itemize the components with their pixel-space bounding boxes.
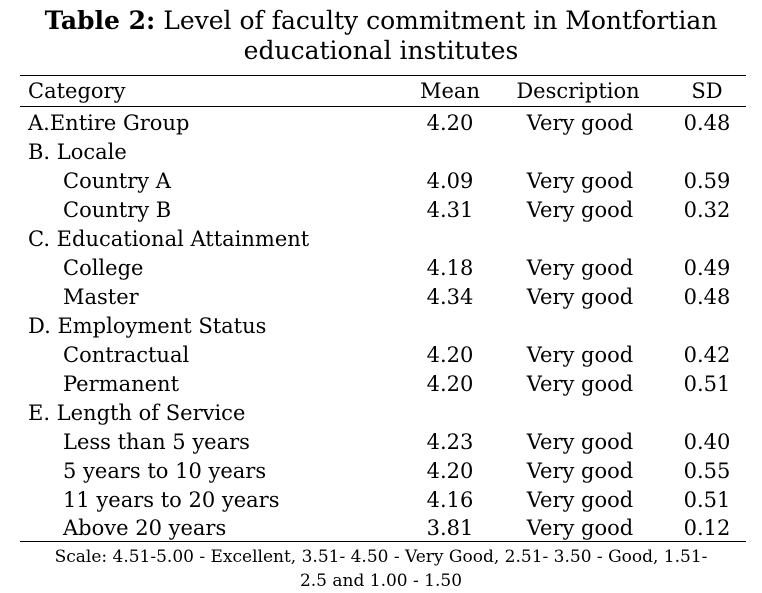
row-description: Very good xyxy=(526,285,634,309)
row-sd: 0.40 xyxy=(683,430,731,454)
row-mean: 4.20 xyxy=(426,343,474,367)
table-top-rule xyxy=(20,75,746,76)
row-mean: 4.09 xyxy=(426,169,474,193)
table-row: College 4.18 Very good 0.49 xyxy=(0,254,762,283)
row-category: Country B xyxy=(63,198,172,222)
table-caption: Table 2: Level of faculty commitment in … xyxy=(0,6,762,66)
table-group-row: B. Locale xyxy=(0,138,762,167)
row-sd: 0.55 xyxy=(683,459,731,483)
row-mean: 4.31 xyxy=(426,198,474,222)
row-category: College xyxy=(63,256,144,280)
table-row: Master 4.34 Very good 0.48 xyxy=(0,283,762,312)
row-category: Country A xyxy=(63,169,171,193)
table-header-row: Category Mean Description SD xyxy=(0,77,762,106)
table-row: A.Entire Group 4.20 Very good 0.48 xyxy=(0,109,762,138)
header-category: Category xyxy=(28,79,126,103)
table-row: 5 years to 10 years 4.20 Very good 0.55 xyxy=(0,457,762,486)
row-category: A.Entire Group xyxy=(28,111,190,135)
row-category: C. Educational Attainment xyxy=(28,227,310,251)
row-category: B. Locale xyxy=(28,140,127,164)
header-description: Description xyxy=(516,79,640,103)
row-description: Very good xyxy=(526,372,634,396)
row-sd: 0.42 xyxy=(683,343,731,367)
scale-note: Scale: 4.51-5.00 - Excellent, 3.51- 4.50… xyxy=(0,545,762,593)
row-mean: 4.34 xyxy=(426,285,474,309)
header-mean: Mean xyxy=(420,79,480,103)
table-row: Contractual 4.20 Very good 0.42 xyxy=(0,341,762,370)
row-category: D. Employment Status xyxy=(28,314,267,338)
scale-note-line-1: Scale: 4.51-5.00 - Excellent, 3.51- 4.50… xyxy=(54,547,708,567)
row-sd: 0.59 xyxy=(683,169,731,193)
table-row: Less than 5 years 4.23 Very good 0.40 xyxy=(0,428,762,457)
table-group-row: E. Length of Service xyxy=(0,399,762,428)
row-sd: 0.48 xyxy=(683,285,731,309)
row-description: Very good xyxy=(526,488,634,512)
row-mean: 4.18 xyxy=(426,256,474,280)
table-header-rule xyxy=(20,106,746,107)
row-category: Permanent xyxy=(63,372,180,396)
table-row: Country B 4.31 Very good 0.32 xyxy=(0,196,762,225)
row-category: Less than 5 years xyxy=(63,430,250,454)
caption-label: Table 2: xyxy=(44,6,156,35)
caption-line-1: Table 2: Level of faculty commitment in … xyxy=(0,6,762,36)
caption-line-2: educational institutes xyxy=(243,36,519,65)
row-description: Very good xyxy=(526,343,634,367)
table-bottom-rule xyxy=(20,541,746,542)
row-category: Above 20 years xyxy=(63,516,227,540)
row-sd: 0.48 xyxy=(683,111,731,135)
caption-text: Level of faculty commitment in Montforti… xyxy=(155,6,718,35)
row-sd: 0.49 xyxy=(683,256,731,280)
row-description: Very good xyxy=(526,430,634,454)
scale-note-line-2: 2.5 and 1.00 - 1.50 xyxy=(299,571,463,591)
row-category: Contractual xyxy=(63,343,190,367)
row-sd: 0.51 xyxy=(683,488,731,512)
table-group-row: C. Educational Attainment xyxy=(0,225,762,254)
row-mean: 3.81 xyxy=(426,516,474,540)
row-mean: 4.16 xyxy=(426,488,474,512)
table-group-row: D. Employment Status xyxy=(0,312,762,341)
row-description: Very good xyxy=(526,516,634,540)
row-mean: 4.20 xyxy=(426,111,474,135)
row-category: 5 years to 10 years xyxy=(63,459,267,483)
row-category: Master xyxy=(63,285,139,309)
row-category: 11 years to 20 years xyxy=(63,488,280,512)
row-sd: 0.51 xyxy=(683,372,731,396)
row-sd: 0.32 xyxy=(683,198,731,222)
table-row: Permanent 4.20 Very good 0.51 xyxy=(0,370,762,399)
row-mean: 4.20 xyxy=(426,459,474,483)
row-description: Very good xyxy=(526,111,634,135)
row-mean: 4.23 xyxy=(426,430,474,454)
row-category: E. Length of Service xyxy=(28,401,246,425)
table-row: Country A 4.09 Very good 0.59 xyxy=(0,167,762,196)
table-row: 11 years to 20 years 4.16 Very good 0.51 xyxy=(0,486,762,515)
row-description: Very good xyxy=(526,256,634,280)
row-description: Very good xyxy=(526,198,634,222)
row-description: Very good xyxy=(526,459,634,483)
row-sd: 0.12 xyxy=(683,516,731,540)
header-sd: SD xyxy=(691,79,723,103)
row-description: Very good xyxy=(526,169,634,193)
table-row: Above 20 years 3.81 Very good 0.12 xyxy=(0,514,762,543)
row-mean: 4.20 xyxy=(426,372,474,396)
